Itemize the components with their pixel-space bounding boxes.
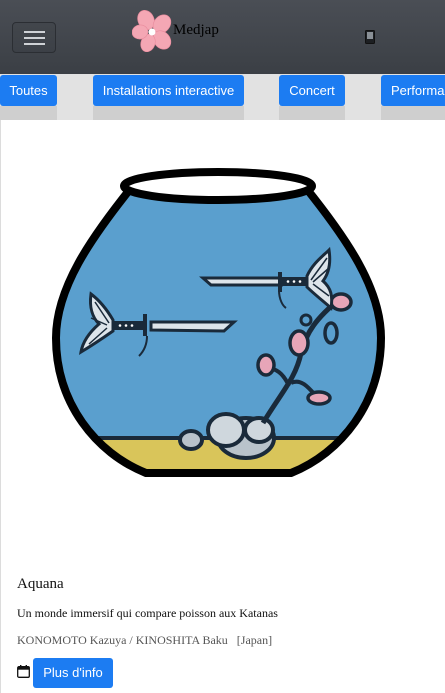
hamburger-icon <box>24 31 45 33</box>
calendar-icon[interactable] <box>17 665 30 678</box>
event-title[interactable]: Aquana <box>17 576 64 592</box>
event-description: Un monde immersif qui compare poisson au… <box>17 606 278 620</box>
event-artists: KONOMOTO Kazuya / KINOSHITA Baku [Japan] <box>17 633 273 647</box>
filter-concert-button[interactable]: Concert <box>279 75 345 106</box>
brand-name[interactable]: Medjap <box>173 22 219 38</box>
more-info-button[interactable]: Plus d'info <box>33 658 113 688</box>
event-card: Aquana Un monde immersif qui compare poi… <box>0 120 445 693</box>
filter-performance-button[interactable]: Performance <box>381 75 445 106</box>
top-navbar: Medjap <box>0 0 445 74</box>
category-filter-bar: Toutes Installations interactive Concert… <box>0 74 445 120</box>
filter-interactive-installations-button[interactable]: Installations interactive <box>93 75 244 106</box>
filter-all-button[interactable]: Toutes <box>0 75 57 106</box>
mobile-device-icon[interactable] <box>365 30 375 44</box>
cherry-blossom-logo[interactable] <box>132 8 174 52</box>
fishbowl-katana-illustration <box>52 168 385 477</box>
hamburger-menu-button[interactable] <box>12 22 56 53</box>
